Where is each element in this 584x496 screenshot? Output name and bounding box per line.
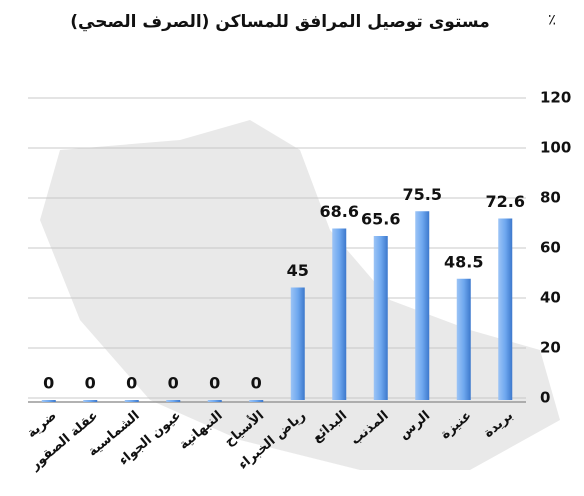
- bar: [332, 228, 347, 400]
- bar: [290, 287, 305, 400]
- bar: [456, 278, 471, 400]
- bar: [83, 400, 98, 402]
- value-label: 68.6: [320, 202, 359, 221]
- bar: [415, 211, 430, 400]
- value-label: 0: [209, 374, 220, 393]
- value-label: 72.6: [486, 192, 525, 211]
- bar: [207, 400, 222, 402]
- chart-title: مستوى توصيل المرافق للمساكن (الصرف الصحي…: [70, 12, 489, 32]
- value-label: 75.5: [403, 185, 442, 204]
- bar: [166, 400, 181, 402]
- value-label: 45: [287, 261, 309, 280]
- value-label: 65.6: [361, 210, 400, 229]
- y-tick-label: 100: [540, 139, 571, 157]
- bar: [249, 400, 264, 402]
- bar: [373, 236, 388, 400]
- value-label: 48.5: [444, 252, 483, 271]
- value-label: 0: [126, 374, 137, 393]
- y-tick-label: 20: [540, 339, 561, 357]
- y-tick-label: 40: [540, 289, 561, 307]
- value-label: 0: [43, 374, 54, 393]
- y-tick-label: 0: [540, 389, 550, 407]
- bar: [41, 400, 56, 402]
- y-tick-label: 120: [540, 89, 571, 107]
- value-label: 0: [168, 374, 179, 393]
- y-tick-label: 60: [540, 239, 561, 257]
- bar: [498, 218, 513, 400]
- value-label: 0: [85, 374, 96, 393]
- bar: [124, 400, 139, 402]
- value-label: 0: [251, 374, 262, 393]
- y-tick-label: 80: [540, 189, 561, 207]
- x-tick-label: ضرية: [24, 408, 59, 441]
- y-axis-label: ٪: [548, 11, 556, 29]
